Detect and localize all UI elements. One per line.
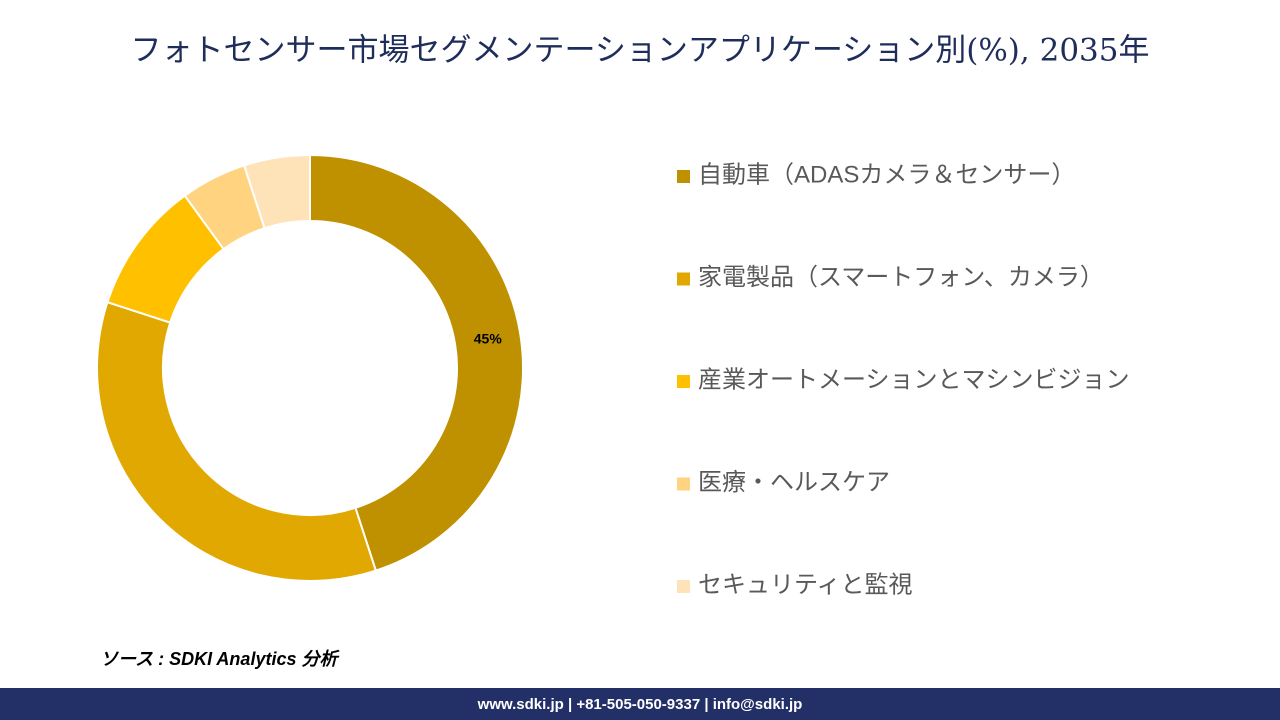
footer-bar [0,688,1280,720]
data-label: 45% [474,331,503,347]
donut-segment [96,300,378,582]
legend-swatch [677,477,690,491]
source: ソース : SDKI Analytics 分析 [100,649,340,669]
legend-swatch [677,580,690,593]
donut-segment [242,153,311,230]
legend-swatch [677,170,690,183]
legend-label: 産業オートメーションとマシンビジョン [698,366,1130,393]
legend-label: 医療・ヘルスケア [698,469,890,496]
legend-label: 家電製品（スマートフォン、カメラ） [698,264,1104,291]
legend-swatch [677,375,690,388]
legend-label: 自動車（ADASカメラ＆センサー） [698,161,1075,188]
legend-swatch [677,272,690,286]
donut: 45% [96,153,524,582]
chart-title: フォトセンサー市場セグメンテーションアプリケーション別(%), 2035年 [130,33,1149,69]
footer-text: www.sdki.jp | +81-505-050-9337 | info@sd… [477,696,803,713]
legend-label: セキュリティと監視 [698,571,913,598]
legend: 自動車（ADASカメラ＆センサー） 家電製品（スマートフォン、カメラ） 産業オートメ… [677,161,1130,598]
donut-segment [309,153,524,572]
